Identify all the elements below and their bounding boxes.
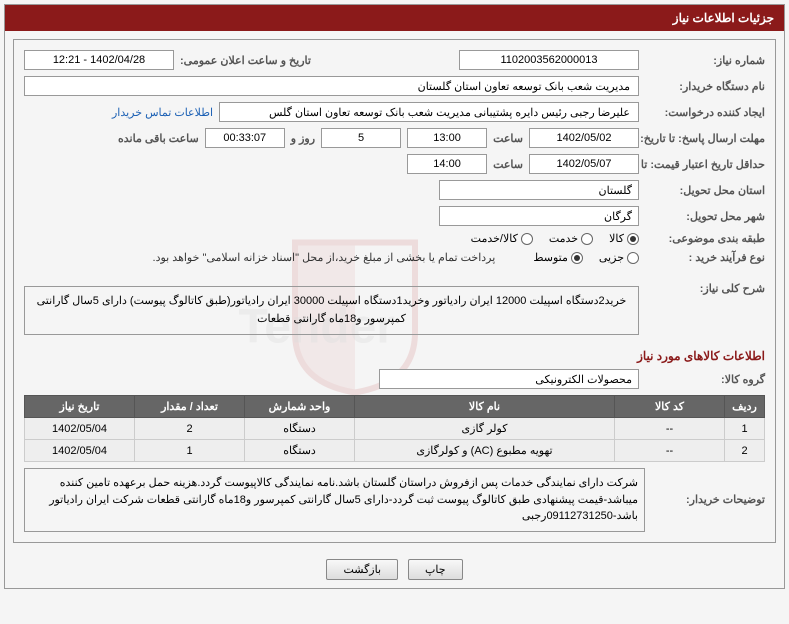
validity-date-field bbox=[529, 154, 639, 174]
buyer-notes-box: شرکت دارای نمایندگی خدمات پس ازفروش دراس… bbox=[24, 468, 645, 532]
goods-table: ردیفکد کالانام کالاواحد شمارشتعداد / مقد… bbox=[24, 395, 765, 462]
radio-medium[interactable] bbox=[571, 252, 583, 264]
buyer-org-field bbox=[24, 76, 639, 96]
table-cell: 1 bbox=[135, 440, 245, 462]
deadline-date-field bbox=[529, 128, 639, 148]
days-field bbox=[321, 128, 401, 148]
radio-goods[interactable] bbox=[627, 233, 639, 245]
purchase-type-radios: جزیی متوسط bbox=[521, 251, 639, 264]
buyer-org-label: نام دستگاه خریدار: bbox=[645, 80, 765, 93]
remaining-time-field bbox=[205, 128, 285, 148]
table-cell: 2 bbox=[135, 418, 245, 440]
purchase-type-label: نوع فرآیند خرید : bbox=[645, 251, 765, 264]
deadline-time-field bbox=[407, 128, 487, 148]
radio-medium-label: متوسط bbox=[533, 251, 568, 264]
table-header: تعداد / مقدار bbox=[135, 396, 245, 418]
validity-time-field bbox=[407, 154, 487, 174]
requester-label: ایجاد کننده درخواست: bbox=[645, 106, 765, 119]
panel-title: جزئیات اطلاعات نیاز bbox=[5, 5, 784, 31]
table-header: کد کالا bbox=[615, 396, 725, 418]
announce-field bbox=[24, 50, 174, 70]
need-number-label: شماره نیاز: bbox=[645, 54, 765, 67]
panel-body: شماره نیاز: تاریخ و ساعت اعلان عمومی: نا… bbox=[13, 39, 776, 543]
buyer-notes-label: توضیحات خریدار: bbox=[645, 468, 765, 532]
requester-field bbox=[219, 102, 639, 122]
table-cell: 2 bbox=[725, 440, 765, 462]
need-summary-box: خرید2دستگاه اسپیلت 12000 ایران رادیاتور … bbox=[24, 286, 639, 335]
table-cell: -- bbox=[615, 418, 725, 440]
radio-goods-label: کالا bbox=[609, 232, 624, 245]
delivery-city-field bbox=[439, 206, 639, 226]
need-number-field bbox=[459, 50, 639, 70]
print-button[interactable]: چاپ bbox=[408, 559, 463, 580]
back-button[interactable]: بازگشت bbox=[326, 559, 398, 580]
table-header: ردیف bbox=[725, 396, 765, 418]
delivery-province-label: استان محل تحویل: bbox=[645, 184, 765, 197]
goods-group-field bbox=[379, 369, 639, 389]
delivery-city-label: شهر محل تحویل: bbox=[645, 210, 765, 223]
radio-service[interactable] bbox=[581, 233, 593, 245]
radio-minor[interactable] bbox=[627, 252, 639, 264]
radio-service-label: خدمت bbox=[549, 232, 578, 245]
time-label-1: ساعت bbox=[493, 132, 523, 145]
radio-goods-service-label: کالا/خدمت bbox=[471, 232, 518, 245]
goods-info-title: اطلاعات کالاهای مورد نیاز bbox=[24, 349, 765, 363]
table-cell: دستگاه bbox=[245, 418, 355, 440]
classification-radios: کالا خدمت کالا/خدمت bbox=[459, 232, 639, 245]
table-row: 1--کولر گازیدستگاه21402/05/04 bbox=[25, 418, 765, 440]
table-cell: تهویه مطبوع (AC) و کولرگازی bbox=[355, 440, 615, 462]
table-header: تاریخ نیاز bbox=[25, 396, 135, 418]
payment-note: پرداخت تمام یا بخشی از مبلغ خرید،از محل … bbox=[153, 251, 496, 264]
contact-link[interactable]: اطلاعات تماس خریدار bbox=[112, 106, 213, 119]
announce-label: تاریخ و ساعت اعلان عمومی: bbox=[180, 54, 311, 67]
details-panel: جزئیات اطلاعات نیاز شماره نیاز: تاریخ و … bbox=[4, 4, 785, 589]
table-header: نام کالا bbox=[355, 396, 615, 418]
radio-minor-label: جزیی bbox=[599, 251, 624, 264]
delivery-province-field bbox=[439, 180, 639, 200]
validity-label: حداقل تاریخ اعتبار قیمت: تا تاریخ: bbox=[645, 158, 765, 171]
table-cell: دستگاه bbox=[245, 440, 355, 462]
classification-label: طبقه بندی موضوعی: bbox=[645, 232, 765, 245]
table-row: 2--تهویه مطبوع (AC) و کولرگازیدستگاه1140… bbox=[25, 440, 765, 462]
time-label-2: ساعت bbox=[493, 158, 523, 171]
table-cell: -- bbox=[615, 440, 725, 462]
table-cell: کولر گازی bbox=[355, 418, 615, 440]
need-summary-label: شرح کلی نیاز: bbox=[645, 282, 765, 295]
table-header: واحد شمارش bbox=[245, 396, 355, 418]
table-cell: 1402/05/04 bbox=[25, 440, 135, 462]
footer-buttons: چاپ بازگشت bbox=[5, 551, 784, 588]
radio-goods-service[interactable] bbox=[521, 233, 533, 245]
deadline-reply-label: مهلت ارسال پاسخ: تا تاریخ: bbox=[645, 132, 765, 145]
remaining-label: ساعت باقی مانده bbox=[118, 132, 199, 145]
goods-group-label: گروه کالا: bbox=[645, 373, 765, 386]
table-cell: 1 bbox=[725, 418, 765, 440]
days-and-label: روز و bbox=[291, 132, 315, 145]
table-cell: 1402/05/04 bbox=[25, 418, 135, 440]
